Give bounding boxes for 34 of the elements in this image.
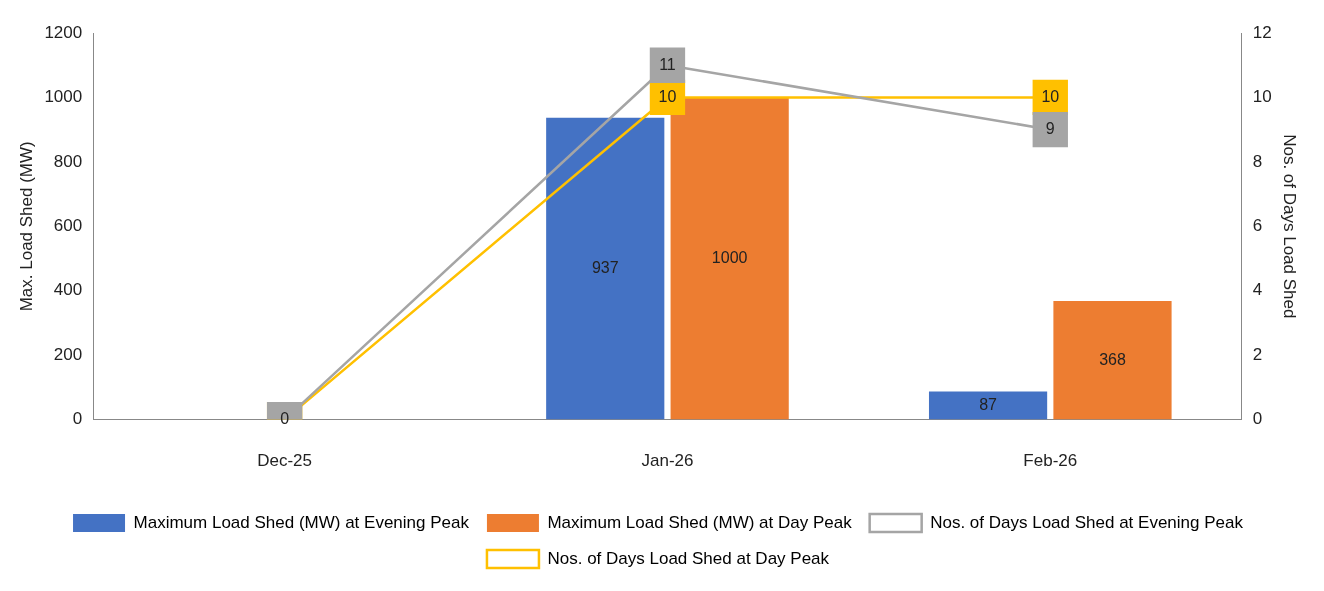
bar — [546, 117, 665, 420]
y2-tick-label: 12 — [1252, 22, 1272, 42]
x-tick-label: Feb-26 — [1023, 451, 1078, 471]
y-tick-label: 200 — [53, 344, 83, 364]
x-tick-label: Jan-26 — [641, 451, 694, 471]
y-tick-label: 1000 — [44, 87, 83, 107]
y2-axis-title: Nos. of Days Load Shed — [1280, 134, 1300, 319]
y-tick-label: 0 — [72, 409, 83, 429]
y-tick-label: 600 — [53, 215, 83, 235]
bar — [928, 391, 1048, 420]
data-label: 937 — [591, 259, 619, 277]
y2-tick-label: 8 — [1252, 151, 1263, 171]
x-tick-label: Dec-25 — [257, 451, 313, 471]
data-label: 9 — [1045, 120, 1055, 138]
legend-label: Nos. of Days Load Shed at Day Peak — [547, 548, 830, 568]
y2-tick-label: 10 — [1252, 87, 1272, 107]
legend-label: Maximum Load Shed (MW) at Evening Peak — [133, 512, 470, 532]
y-tick-label: 1200 — [44, 22, 83, 42]
y2-tick-label: 2 — [1252, 344, 1263, 364]
data-label: 87 — [979, 395, 998, 413]
legend-label: Nos. of Days Load Shed at Evening Peak — [930, 512, 1244, 532]
data-label: 11 — [659, 55, 676, 73]
y2-tick-label: 6 — [1252, 215, 1263, 235]
y-tick-label: 400 — [53, 280, 83, 300]
data-label: 368 — [1099, 350, 1126, 368]
data-label: 10 — [1041, 87, 1060, 105]
data-label: 10 — [658, 87, 677, 105]
y2-tick-label: 4 — [1252, 280, 1263, 300]
data-label: 1000 — [711, 248, 748, 266]
y-tick-label: 800 — [53, 151, 83, 171]
y2-tick-label: 0 — [1252, 409, 1263, 429]
y-axis-title: Max. Load Shed (MW) — [16, 141, 36, 312]
bar — [1053, 301, 1172, 420]
legend-label: Maximum Load Shed (MW) at Day Peak — [547, 512, 853, 532]
